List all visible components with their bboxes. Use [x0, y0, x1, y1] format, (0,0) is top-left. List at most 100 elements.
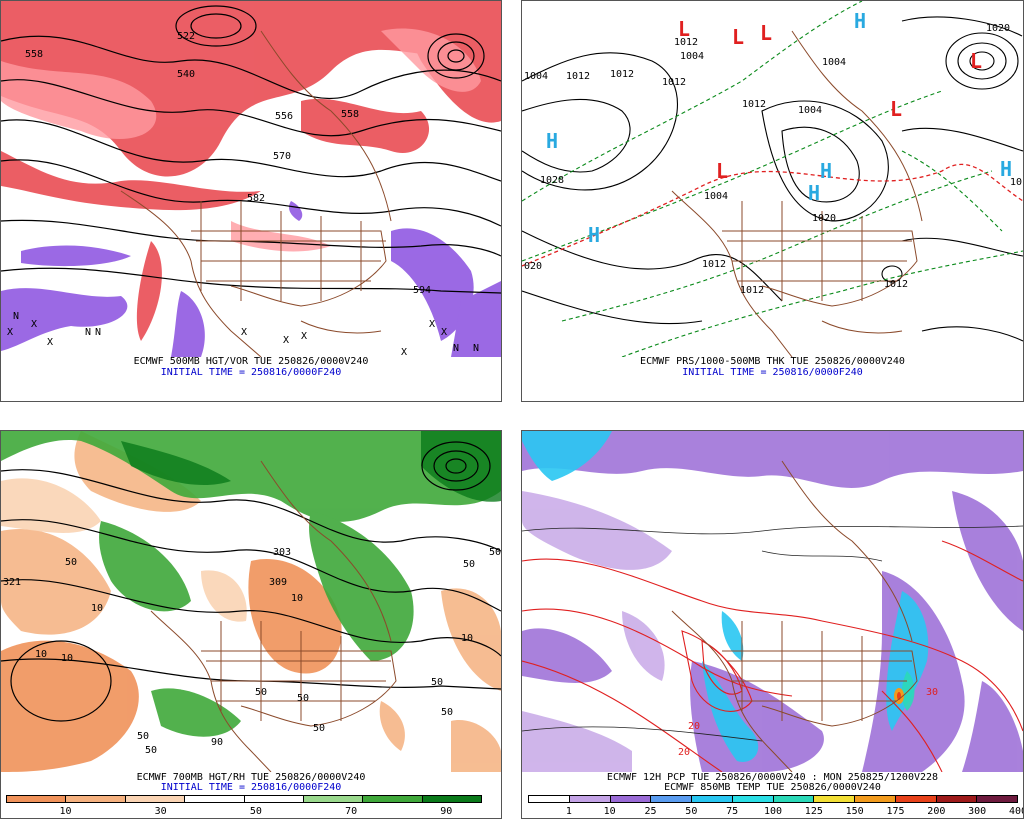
contour-label: 540 [177, 69, 196, 80]
contour-label: 582 [247, 193, 266, 204]
rh-colorbar-ticks: 10 30 50 70 90 [6, 806, 482, 818]
map-500mb [1, 1, 501, 357]
contour-label: 556 [275, 111, 294, 122]
low-pressure-symbol: L [890, 97, 903, 121]
colorbar-tick-label: 30 [154, 806, 167, 817]
contour-label: 50 [65, 557, 78, 568]
isobar-label: 1012 [610, 69, 635, 80]
isobar-label: 1004 [822, 57, 847, 68]
colorbar-swatch [936, 796, 978, 802]
contour-label: 90 [211, 737, 224, 748]
colorbar-tick-label: 10 [59, 806, 72, 817]
colorbar-tick-label: 70 [345, 806, 358, 817]
colorbar-swatch [773, 796, 815, 802]
colorbar-tick-label: 100 [763, 806, 783, 817]
vorticity-symbol: X [441, 327, 448, 338]
caption-850mb-temp: ECMWF 850MB TEMP TUE 250826/0000V240 [664, 782, 881, 793]
isobar-label: 1020 [812, 213, 837, 224]
contour-label: 30 [926, 687, 939, 698]
vorticity-symbol: N [85, 327, 92, 338]
isobar-label: 1012 [566, 71, 591, 82]
colorbar-tick-label: 1 [565, 806, 572, 817]
colorbar-swatch [855, 796, 896, 802]
contour-label: 570 [273, 151, 292, 162]
map-prs-thk [522, 1, 1023, 357]
contour-label: 50 [297, 693, 310, 704]
isobar-label: 10 [1010, 177, 1023, 188]
colorbar-swatch [363, 796, 423, 802]
colorbar-swatch [732, 796, 774, 802]
high-pressure-symbol: H [546, 129, 559, 153]
low-pressure-symbol: L [970, 49, 983, 73]
colorbar-tick-label: 75 [726, 806, 739, 817]
contour-label: 50 [489, 547, 502, 558]
pcp-colorbar-ticks: 1 10 25 50 75 100 125 150 175 200 300 400 [528, 806, 1023, 818]
initial-time-700mb: INITIAL TIME = 250816/0000F240 [160, 782, 342, 793]
panel-prs-thk: H H H H H H L L L L L L 1004 1012 1012 1… [521, 0, 1024, 402]
low-pressure-symbol: L [760, 21, 773, 45]
rh-colorbar [6, 795, 482, 803]
high-pressure-symbol: H [1000, 157, 1013, 181]
colorbar-swatch [185, 796, 245, 802]
colorbar-tick-label: 400 [1008, 806, 1023, 817]
colorbar-swatch [529, 796, 570, 802]
colorbar-tick-label: 50 [249, 806, 262, 817]
colorbar-swatch [651, 796, 692, 802]
colorbar-tick-label: 150 [845, 806, 864, 817]
caption-500mb: ECMWF 500MB HGT/VOR TUE 250826/0000V240 [133, 356, 369, 367]
panel-700mb-hgt-rh: 50 10 321 10 309 303 10 50 50 50 50 50 5… [0, 430, 502, 819]
vorticity-symbol: X [401, 347, 408, 358]
isobar-label: 1012 [702, 259, 727, 270]
high-pressure-symbol: H [820, 159, 833, 183]
vorticity-symbol: N [453, 343, 460, 354]
isobar-label: 1004 [680, 51, 705, 62]
contour-label: 50 [145, 745, 158, 756]
contour-label: 50 [137, 731, 150, 742]
panel-500mb-hgt-vor: 558 540 522 556 570 582 558 594 N X X X … [0, 0, 502, 402]
isobar-label: 1012 [742, 99, 767, 110]
high-pressure-symbol: H [808, 181, 821, 205]
initial-time-prs-thk: INITIAL TIME = 250816/0000F240 [682, 367, 863, 378]
contour-label: 50 [463, 559, 476, 570]
low-pressure-symbol: L [678, 17, 691, 41]
vorticity-symbol: X [47, 337, 54, 348]
initial-time-500mb: INITIAL TIME = 250816/0000F240 [160, 367, 342, 378]
isobar-label: 1004 [704, 191, 729, 202]
contour-label: 10 [91, 603, 104, 614]
pcp-colorbar [528, 795, 1018, 803]
caption-12h-pcp: ECMWF 12H PCP TUE 250826/0000V240 : MON … [606, 772, 939, 783]
colorbar-tick-label: 200 [927, 806, 946, 817]
colorbar-tick-label: 175 [886, 806, 905, 817]
caption-prs-thk: ECMWF PRS/1000-500MB THK TUE 250826/0000… [640, 356, 905, 367]
colorbar-tick-label: 10 [603, 806, 616, 817]
colorbar-tick-label: 50 [685, 806, 698, 817]
contour-label: 20 [688, 721, 701, 732]
vorticity-symbol: X [241, 327, 248, 338]
map-700mb [1, 431, 501, 772]
isobar-label: 1012 [884, 279, 909, 290]
isobar-label: 1004 [524, 71, 549, 82]
isobar-label: 1020 [986, 23, 1011, 34]
colorbar-swatch [610, 796, 652, 802]
contour-label: 321 [3, 577, 22, 588]
contour-label: 50 [255, 687, 268, 698]
isobar-label: 1028 [540, 175, 565, 186]
contour-label: 10 [61, 653, 74, 664]
high-pressure-symbol: H [588, 223, 601, 247]
contour-label: 50 [431, 677, 444, 688]
isobar-label: 1012 [662, 77, 687, 88]
colorbar-swatch [692, 796, 733, 802]
contour-label: 303 [273, 547, 292, 558]
vorticity-symbol: X [429, 319, 436, 330]
vorticity-symbol: N [95, 327, 102, 338]
colorbar-swatch [814, 796, 855, 802]
colorbar-tick-label: 300 [968, 806, 987, 817]
contour-label: 594 [413, 285, 432, 296]
high-pressure-symbol: H [854, 9, 867, 33]
contour-label: 558 [25, 49, 44, 60]
isobar-label: 1004 [798, 105, 823, 116]
vorticity-symbol: X [7, 327, 14, 338]
colorbar-swatch [303, 796, 364, 802]
contour-label: 309 [269, 577, 288, 588]
contour-label: 50 [313, 723, 326, 734]
